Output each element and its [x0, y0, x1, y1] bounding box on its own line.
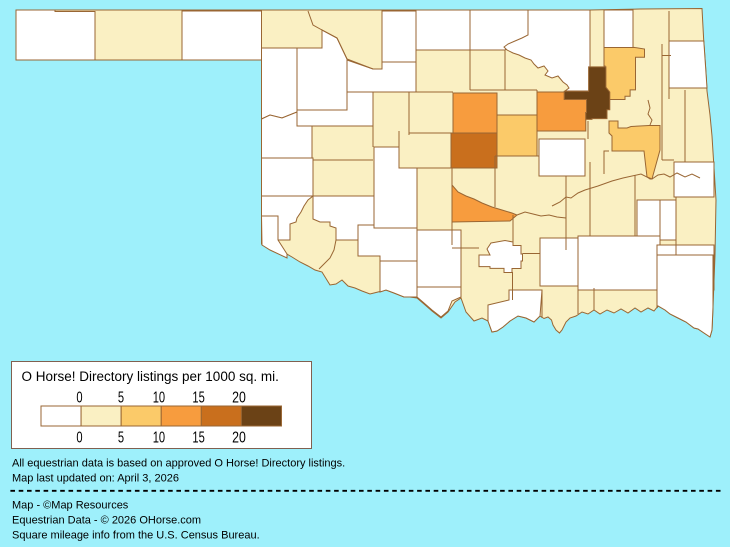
- svg-text:0: 0: [76, 429, 82, 446]
- svg-text:Equestrian Data - © 2026 OHors: Equestrian Data - © 2026 OHorse.com: [12, 515, 201, 527]
- svg-text:5: 5: [118, 429, 124, 446]
- svg-text:15: 15: [192, 389, 204, 406]
- svg-text:Map - ©Map Resources: Map - ©Map Resources: [12, 500, 129, 512]
- svg-text:5: 5: [118, 389, 124, 406]
- svg-text:20: 20: [232, 389, 246, 406]
- svg-text:Map last updated on: April 3,: Map last updated on: April 3, 2026: [12, 473, 179, 485]
- svg-text:All equestrian data is based o: All equestrian data is based on approved…: [12, 458, 345, 470]
- svg-text:15: 15: [192, 429, 204, 446]
- svg-text:O Horse! Directory listings pe: O Horse! Directory listings per 1000 sq.…: [22, 369, 279, 384]
- svg-text:Square mileage info from the U: Square mileage info from the U.S. Census…: [12, 530, 260, 542]
- svg-text:20: 20: [232, 429, 246, 446]
- svg-text:10: 10: [153, 389, 165, 406]
- svg-text:10: 10: [153, 429, 165, 446]
- svg-text:0: 0: [76, 389, 82, 406]
